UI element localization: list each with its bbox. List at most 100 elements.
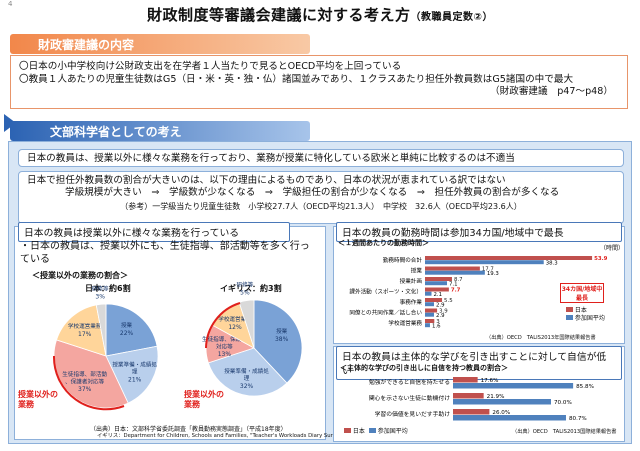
section2-line2c: （参考）一学級当たり児童生徒数 小学校27.7人（OECD平均21.3人） 中学… [120,202,522,211]
hours-value-japan: 7.7 [451,288,461,294]
hours-value-japan: 53.9 [594,256,608,262]
page-title: 財政制度等審議会建議に対する考え方（教職員定数②） [147,6,493,24]
section1-line: 〇日本の小中学校向け公財政支出を在学者１人当たりで見るとOECD平均を上回ってい… [19,61,402,72]
confidence-value-japan: 21.9% [487,394,505,400]
section2-line2a: 日本で担任外教員数の割合が大きいのは、以下の理由によるものであり、日本の状況が恵… [27,175,506,186]
hours-chart: 勤務時間の合計 53.9 38.3 授業 17.719.3 授業計画 8.77.1 課外活動（… [349,256,608,329]
hours-bar-japan [425,256,593,260]
hours-legend: 日本 参加国平均 [566,307,605,323]
pie-slice-value: 5% [240,290,250,297]
pie-slice-label: 、保護者対応等 [65,377,105,385]
hours-category-label: 授業計画 [400,277,423,285]
pie-slice-label: 授業 [276,327,288,335]
section1-line: 〇教員１人あたりの児童生徒数はG5（日・米・英・独・仏）諸国並みであり、１クラス… [19,73,574,85]
section1-header: 財政審建議の内容 [10,34,310,54]
hours-bar-japan [425,266,480,271]
pie-slice-label: 学校運営業務 [218,315,252,323]
legend-japan: 日本 [574,307,587,314]
pie-slice-label: 授業 [121,321,133,329]
confidence-category-label: 勉強ができると自信を持たせる [369,378,450,386]
hours-subhead: ＜１週間あたりの勤務時間＞ [338,239,429,247]
confidence-value-average: 85.8% [576,384,594,390]
confidence-legend: 日本 参加国平均 [344,426,408,435]
hours-bar-average [425,270,485,275]
pie-charts: 授業22%授業準備・成績処理21%生徒指導、部活動、保護者対応等37%学校運営業… [52,281,303,411]
confidence-value-average: 70.0% [554,400,572,406]
hours-value-average: 2.9 [436,313,445,319]
section2-header: 文部科学省としての考え [10,121,310,141]
hours-callout: 34カ国/地域中最長 [560,283,604,303]
confidence-bar-average [453,399,551,405]
hours-category-label: 同僚との共同作業／話し合い [349,309,422,317]
pie-slice-label: 授業準備・成績処 [224,367,269,375]
confidence-source: （出典）OECD TALIS2013国際結果報告書 [512,429,617,435]
pie-slice-value: 12% [228,324,242,331]
hours-bar-average [425,302,434,307]
hours-bar-average [425,260,544,265]
hours-value-japan: 5.5 [444,298,453,304]
left-source1: （出典）日本：文部科学省委託調査「教員勤務実態調査」（平成18年度） [90,426,287,433]
legend-average: 参加国平均 [574,315,605,322]
section1-source: （財政審建議 p47～p48） [490,86,613,97]
confidence-bar-average [453,415,566,421]
confidence-chart: 勉強ができると自信を持たせる 17.6% 85.8% 関心を示さない生徒に動機付け 21… [369,377,594,422]
pie-slice [253,299,303,384]
pie-slice-label: 研修等 [237,281,254,289]
pie-slice-label: 理 [244,375,250,382]
japan-callout: 授業以外の業務 [18,390,58,409]
page-number: 4 [8,0,13,8]
hours-bar-average [425,291,432,296]
pie-slice-label: 対応等 [216,342,233,350]
hours-category-label: 授業 [411,267,423,275]
hours-value-japan: 8.7 [454,277,463,283]
confidence-bar-japan [453,409,490,415]
pie-slice [105,345,159,404]
hours-bar-japan [425,298,443,302]
uk-highlight-arc [205,302,241,349]
uk-callout: 授業以外の業務 [184,390,224,409]
hours-category-label: 事務作業 [400,298,423,306]
pie-slice [105,303,158,357]
confidence-bar-japan [453,377,478,383]
confidence-category-label: 関心を示さない生徒に動機付け [369,394,450,402]
confidence-subhead: ＜主体的な学びの引き出しに自信を持つ教員の割合＞ [340,364,508,372]
hours-value-average: 7.1 [449,281,458,287]
left-panel-bullet: ・日本の教員は、授業以外にも、生徒指導、部活動等を多く行っている [20,241,310,265]
confidence-value-japan: 26.0% [492,410,510,416]
pie-slice-value: 38% [275,336,289,343]
hours-bar-japan [425,319,435,323]
pie-slice-value: 17% [78,331,92,338]
pie-slice-value: 22% [120,330,134,337]
confidence-panel-header: 日本の教員は主体的な学びを引き出すことに対して自信が低い [336,346,622,380]
uk-pie-title: イギリス：約3割 [220,284,282,293]
hours-value-average: 1.6 [432,323,441,329]
confidence-value-japan: 17.6% [481,378,499,384]
hours-category-label: 勤務時間の合計 [383,256,423,264]
pie-slice-value: 13% [218,351,232,358]
pie-slice-value: 32% [240,383,254,390]
hours-panel-header: 日本の教員の勤務時間は参加34カ国/地域中で最長 [336,222,622,242]
pie-slice-label: 生徒指導、保護者 [202,335,247,343]
hours-bar-japan [425,277,452,281]
hours-value-japan: 17.7 [482,267,494,273]
hours-category-label: 学校運営業務 [388,319,422,327]
pie-slice-label: 生徒指導、部活動 [62,370,107,378]
pie-slice-value: 3% [95,293,105,300]
pie-slice [53,339,129,409]
confidence-bar-japan [453,393,484,399]
pie-slice-label: 授業準備・成績処 [112,361,157,369]
pie-slice-label: 学校運営業務 [68,322,102,330]
hours-value-japan: 3 [436,319,439,325]
confidence-bar-average [453,383,574,389]
section1-box: 〇日本の小中学校向け公財政支出を在学者１人当たりで見るとOECD平均を上回ってい… [10,55,628,109]
left-panel-header: 日本の教員は授業以外に様々な業務を行っている [18,222,290,242]
hours-value-japan: 3.9 [439,309,448,315]
hours-category-label: 課外活動（スポーツ・文化） [349,288,422,296]
left-panel-subhead: ＜授業以外の業務の割合＞ [32,271,128,280]
pie-slice [56,304,107,357]
hours-value-average: 2.9 [436,302,445,308]
hours-unit: （時間） [600,245,625,252]
pie-slice-value: 21% [128,377,142,384]
pie-slice-label: 研修等 [92,284,109,292]
left-source2: イギリス：Department for Children, Schools an… [97,433,360,439]
